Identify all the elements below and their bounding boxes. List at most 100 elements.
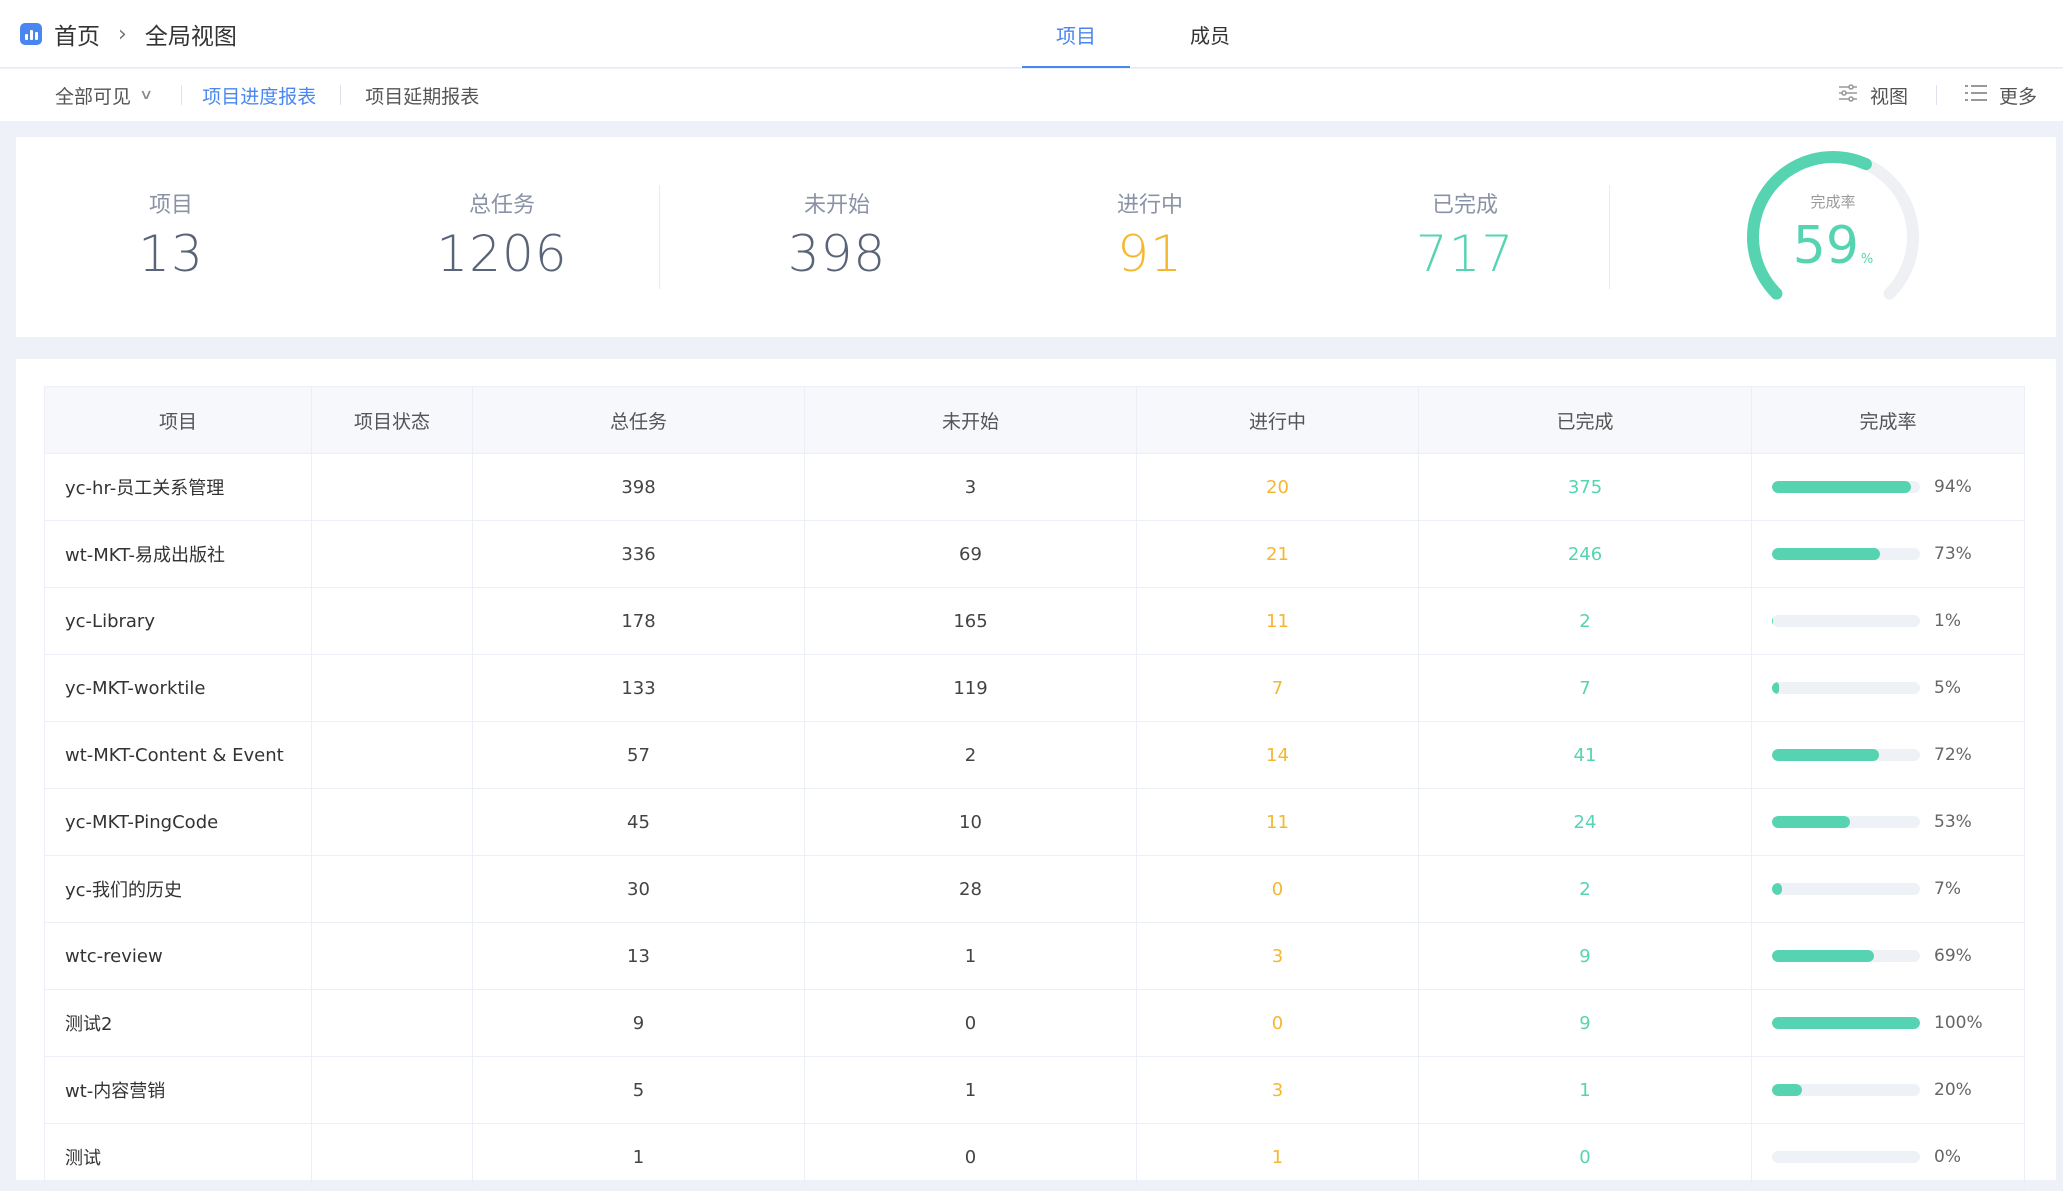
cell-completed: 2 <box>1418 587 1752 655</box>
progress-bar-track <box>1772 749 1920 761</box>
progress-percent: 0% <box>1934 1147 1961 1167</box>
column-header-rate[interactable]: 完成率 <box>1751 386 2025 454</box>
cell-in-progress: 14 <box>1136 721 1419 789</box>
progress-bar: 69% <box>1772 946 2024 966</box>
table-row[interactable]: wtc-review 13 1 3 9 69% <box>44 922 2025 990</box>
table-row[interactable]: wt-内容营销 5 1 3 1 20% <box>44 1056 2025 1124</box>
cell-completed: 2 <box>1418 855 1752 923</box>
progress-bar-track <box>1772 883 1920 895</box>
breadcrumb: 首页 › 全局视图 <box>20 0 237 68</box>
stat-divider <box>1609 185 1610 289</box>
cell-project-name[interactable]: yc-我们的历史 <box>44 855 312 923</box>
cell-not-started: 0 <box>804 1123 1137 1191</box>
cell-total: 1 <box>472 1123 805 1191</box>
cell-completion-rate: 73% <box>1751 520 2025 588</box>
stat-label: 未开始 <box>803 193 870 218</box>
column-header-total[interactable]: 总任务 <box>472 386 805 454</box>
column-header-completed[interactable]: 已完成 <box>1418 386 1752 454</box>
table-row[interactable]: wt-MKT-易成出版社 336 69 21 246 73% <box>44 520 2025 588</box>
gauge-ring <box>1747 151 1919 300</box>
cell-total: 13 <box>472 922 805 990</box>
progress-bar-track <box>1772 816 1920 828</box>
table-row[interactable]: yc-Library 178 165 11 2 1% <box>44 587 2025 655</box>
tab-members[interactable]: 成员 <box>1190 23 1230 48</box>
cell-project-name[interactable]: wt-MKT-易成出版社 <box>44 520 312 588</box>
table-row[interactable]: yc-MKT-PingCode 45 10 11 24 53% <box>44 788 2025 856</box>
column-header-in-progress[interactable]: 进行中 <box>1136 386 1419 454</box>
cell-in-progress: 0 <box>1136 989 1419 1057</box>
table-row[interactable]: yc-MKT-worktile 133 119 7 7 5% <box>44 654 2025 722</box>
progress-bar-track <box>1772 682 1920 694</box>
cell-project-name[interactable]: wtc-review <box>44 922 312 990</box>
table-row[interactable]: yc-hr-员工关系管理 398 3 20 375 94% <box>44 453 2025 521</box>
view-tabs: 项目 成员 <box>1022 0 1264 68</box>
cell-completion-rate: 0% <box>1751 1123 2025 1191</box>
stat-label: 项目 <box>148 193 193 218</box>
report-delay-link[interactable]: 项目延期报表 <box>365 85 480 108</box>
stat-projects: 项目 13 <box>61 137 281 337</box>
breadcrumb-home[interactable]: 首页 <box>54 24 100 50</box>
stat-in-progress: 进行中 91 <box>1040 137 1260 337</box>
cell-project-name[interactable]: wt-内容营销 <box>44 1056 312 1124</box>
table-row[interactable]: 测试 1 0 1 0 0% <box>44 1123 2025 1191</box>
gauge-value: 59 <box>1792 216 1859 276</box>
more-button[interactable]: 更多 <box>1964 82 2037 109</box>
cell-project-status <box>311 788 473 856</box>
cell-project-name[interactable]: 测试2 <box>44 989 312 1057</box>
cell-completed: 24 <box>1418 788 1752 856</box>
progress-percent: 20% <box>1934 1080 1972 1100</box>
table-row[interactable]: wt-MKT-Content & Event 57 2 14 41 72% <box>44 721 2025 789</box>
column-header-status[interactable]: 项目状态 <box>311 386 473 454</box>
progress-bar: 53% <box>1772 812 2024 832</box>
column-header-not-started[interactable]: 未开始 <box>804 386 1137 454</box>
view-button-label: 视图 <box>1869 85 1908 108</box>
cell-project-name[interactable]: yc-MKT-worktile <box>44 654 312 722</box>
progress-bar-fill <box>1772 481 1912 493</box>
progress-bar-fill <box>1772 682 1780 694</box>
cell-completed: 1 <box>1418 1056 1752 1124</box>
progress-bar-fill <box>1772 1017 1920 1029</box>
cell-project-status <box>311 587 473 655</box>
cell-project-status <box>311 1123 473 1191</box>
stat-value: 91 <box>1117 225 1183 283</box>
cell-project-name[interactable]: wt-MKT-Content & Event <box>44 721 312 789</box>
progress-bar-track <box>1772 615 1920 627</box>
stat-value: 13 <box>138 225 204 283</box>
stat-label: 进行中 <box>1116 193 1183 218</box>
report-progress-link[interactable]: 项目进度报表 <box>202 85 317 108</box>
view-button[interactable]: 视图 <box>1838 82 1908 109</box>
table-row[interactable]: yc-我们的历史 30 28 0 2 7% <box>44 855 2025 923</box>
cell-total: 30 <box>472 855 805 923</box>
cell-project-name[interactable]: yc-MKT-PingCode <box>44 788 312 856</box>
visibility-filter-dropdown[interactable]: 全部可见 ∨ <box>55 82 153 109</box>
stat-value: 717 <box>1415 225 1515 283</box>
cell-total: 45 <box>472 788 805 856</box>
cell-project-name[interactable]: yc-Library <box>44 587 312 655</box>
stat-total-tasks: 总任务 1206 <box>392 137 612 337</box>
cell-project-status <box>311 855 473 923</box>
column-header-project[interactable]: 项目 <box>44 386 312 454</box>
progress-bar: 20% <box>1772 1080 2024 1100</box>
cell-in-progress: 3 <box>1136 1056 1419 1124</box>
cell-project-name[interactable]: 测试 <box>44 1123 312 1191</box>
project-progress-table: 项目 项目状态 总任务 未开始 进行中 已完成 完成率 yc-hr-员工关系管理… <box>44 386 2025 1191</box>
tab-projects[interactable]: 项目 <box>1022 0 1130 68</box>
progress-bar-fill <box>1772 548 1881 560</box>
progress-bar-fill <box>1772 615 1774 627</box>
cell-project-status <box>311 520 473 588</box>
visibility-filter-label: 全部可见 <box>55 85 132 108</box>
chart-bar-icon <box>20 23 42 45</box>
progress-bar: 72% <box>1772 745 2024 765</box>
cell-in-progress: 7 <box>1136 654 1419 722</box>
cell-project-status <box>311 1056 473 1124</box>
progress-bar: 0% <box>1772 1147 2024 1167</box>
progress-bar: 100% <box>1772 1013 2024 1033</box>
table-row[interactable]: 测试2 9 0 0 9 100% <box>44 989 2025 1057</box>
gauge-label: 完成率 <box>1810 193 1856 211</box>
cell-project-status <box>311 989 473 1057</box>
progress-bar-track <box>1772 1151 1920 1163</box>
stat-divider <box>659 185 660 289</box>
cell-project-status <box>311 721 473 789</box>
cell-project-name[interactable]: yc-hr-员工关系管理 <box>44 453 312 521</box>
toolbar: 全部可见 ∨ 项目进度报表 项目延期报表 视图 更多 <box>0 69 2063 121</box>
